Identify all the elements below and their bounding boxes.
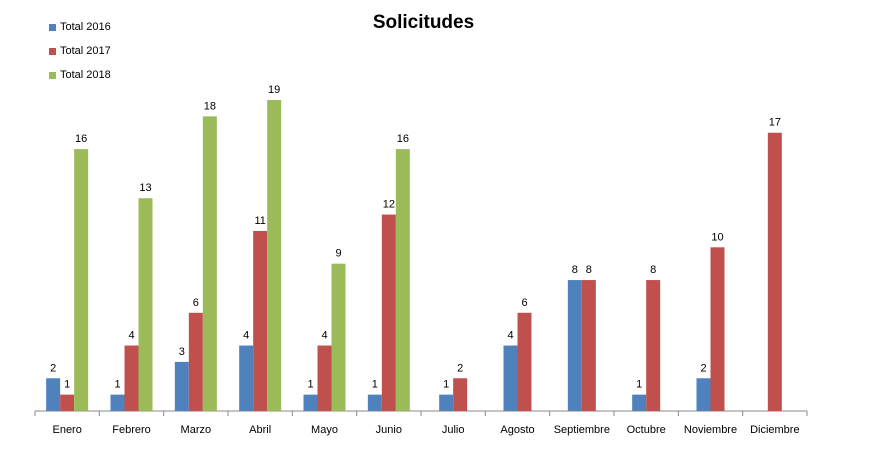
bar bbox=[395, 149, 410, 411]
bar bbox=[696, 378, 711, 411]
data-label: 8 bbox=[586, 264, 592, 276]
bar bbox=[767, 132, 782, 411]
legend-item-total-2016: Total 2016 bbox=[49, 15, 111, 39]
bar bbox=[124, 345, 139, 411]
data-label: 1 bbox=[114, 379, 120, 391]
x-tick-label: Noviembre bbox=[684, 424, 737, 436]
chart-title: Solicitudes bbox=[372, 12, 475, 33]
data-label: 8 bbox=[650, 264, 656, 276]
data-label: 4 bbox=[507, 330, 513, 342]
data-label: 8 bbox=[572, 264, 578, 276]
bar bbox=[331, 263, 346, 411]
bar bbox=[60, 394, 75, 411]
bar bbox=[710, 247, 725, 411]
bar bbox=[74, 149, 89, 411]
legend-label-2016: Total 2016 bbox=[60, 21, 111, 33]
bar bbox=[239, 345, 254, 411]
data-label: 4 bbox=[321, 330, 327, 342]
bar bbox=[632, 394, 647, 411]
bar bbox=[253, 230, 268, 411]
data-label: 1 bbox=[443, 379, 449, 391]
bar bbox=[503, 345, 518, 411]
data-label: 16 bbox=[397, 133, 409, 145]
data-label: 2 bbox=[457, 362, 463, 374]
data-label: 1 bbox=[372, 379, 378, 391]
data-label: 12 bbox=[383, 199, 395, 211]
bar bbox=[439, 394, 454, 411]
x-tick-label: Marzo bbox=[181, 424, 212, 436]
x-tick-label: Mayo bbox=[311, 424, 338, 436]
bar bbox=[188, 312, 203, 411]
legend-swatch-2017 bbox=[49, 47, 56, 55]
data-label: 1 bbox=[636, 379, 642, 391]
bar bbox=[202, 116, 217, 412]
data-label: 4 bbox=[243, 330, 249, 342]
data-label: 6 bbox=[521, 297, 527, 309]
legend-swatch-2016 bbox=[49, 23, 56, 31]
legend-label-2017: Total 2017 bbox=[60, 45, 111, 57]
x-tick-label: Septiembre bbox=[554, 424, 610, 436]
legend-label-2018: Total 2018 bbox=[60, 69, 111, 81]
data-label: 17 bbox=[769, 117, 781, 129]
bar bbox=[110, 394, 125, 411]
data-label: 11 bbox=[254, 215, 265, 227]
x-tick-label: Diciembre bbox=[750, 424, 800, 436]
x-tick-label: Julio bbox=[442, 424, 465, 436]
x-tick-label: Agosto bbox=[500, 424, 534, 436]
legend-item-total-2017: Total 2017 bbox=[49, 39, 111, 63]
x-tick-label: Abril bbox=[249, 424, 271, 436]
bar bbox=[381, 214, 396, 411]
bar bbox=[174, 361, 189, 411]
data-label: 1 bbox=[64, 379, 70, 391]
bar bbox=[317, 345, 332, 411]
bar bbox=[303, 394, 318, 411]
bar bbox=[453, 378, 468, 411]
bar bbox=[581, 280, 596, 411]
bar bbox=[367, 394, 382, 411]
bar bbox=[267, 100, 282, 411]
x-tick-label: Octubre bbox=[627, 424, 666, 436]
data-label: 3 bbox=[179, 346, 185, 358]
bar bbox=[46, 378, 61, 411]
x-tick-label: Enero bbox=[52, 424, 81, 436]
legend: Total 2016 Total 2017 Total 2018 bbox=[49, 15, 111, 87]
data-label: 2 bbox=[50, 362, 56, 374]
data-label: 19 bbox=[268, 84, 280, 96]
x-tick-label: Febrero bbox=[112, 424, 151, 436]
legend-swatch-2018 bbox=[49, 71, 56, 79]
legend-item-total-2018: Total 2018 bbox=[49, 63, 111, 87]
data-label: 6 bbox=[193, 297, 199, 309]
bar bbox=[517, 312, 532, 411]
data-label: 13 bbox=[139, 182, 151, 194]
data-label: 1 bbox=[307, 379, 313, 391]
data-label: 2 bbox=[700, 362, 706, 374]
x-tick-label: Junio bbox=[376, 424, 402, 436]
bar bbox=[138, 198, 153, 411]
data-label: 18 bbox=[204, 100, 216, 112]
data-label: 16 bbox=[75, 133, 87, 145]
data-label: 4 bbox=[128, 330, 134, 342]
bar bbox=[567, 280, 582, 411]
data-label: 10 bbox=[711, 231, 723, 243]
bar bbox=[646, 280, 661, 411]
data-label: 9 bbox=[335, 248, 341, 260]
